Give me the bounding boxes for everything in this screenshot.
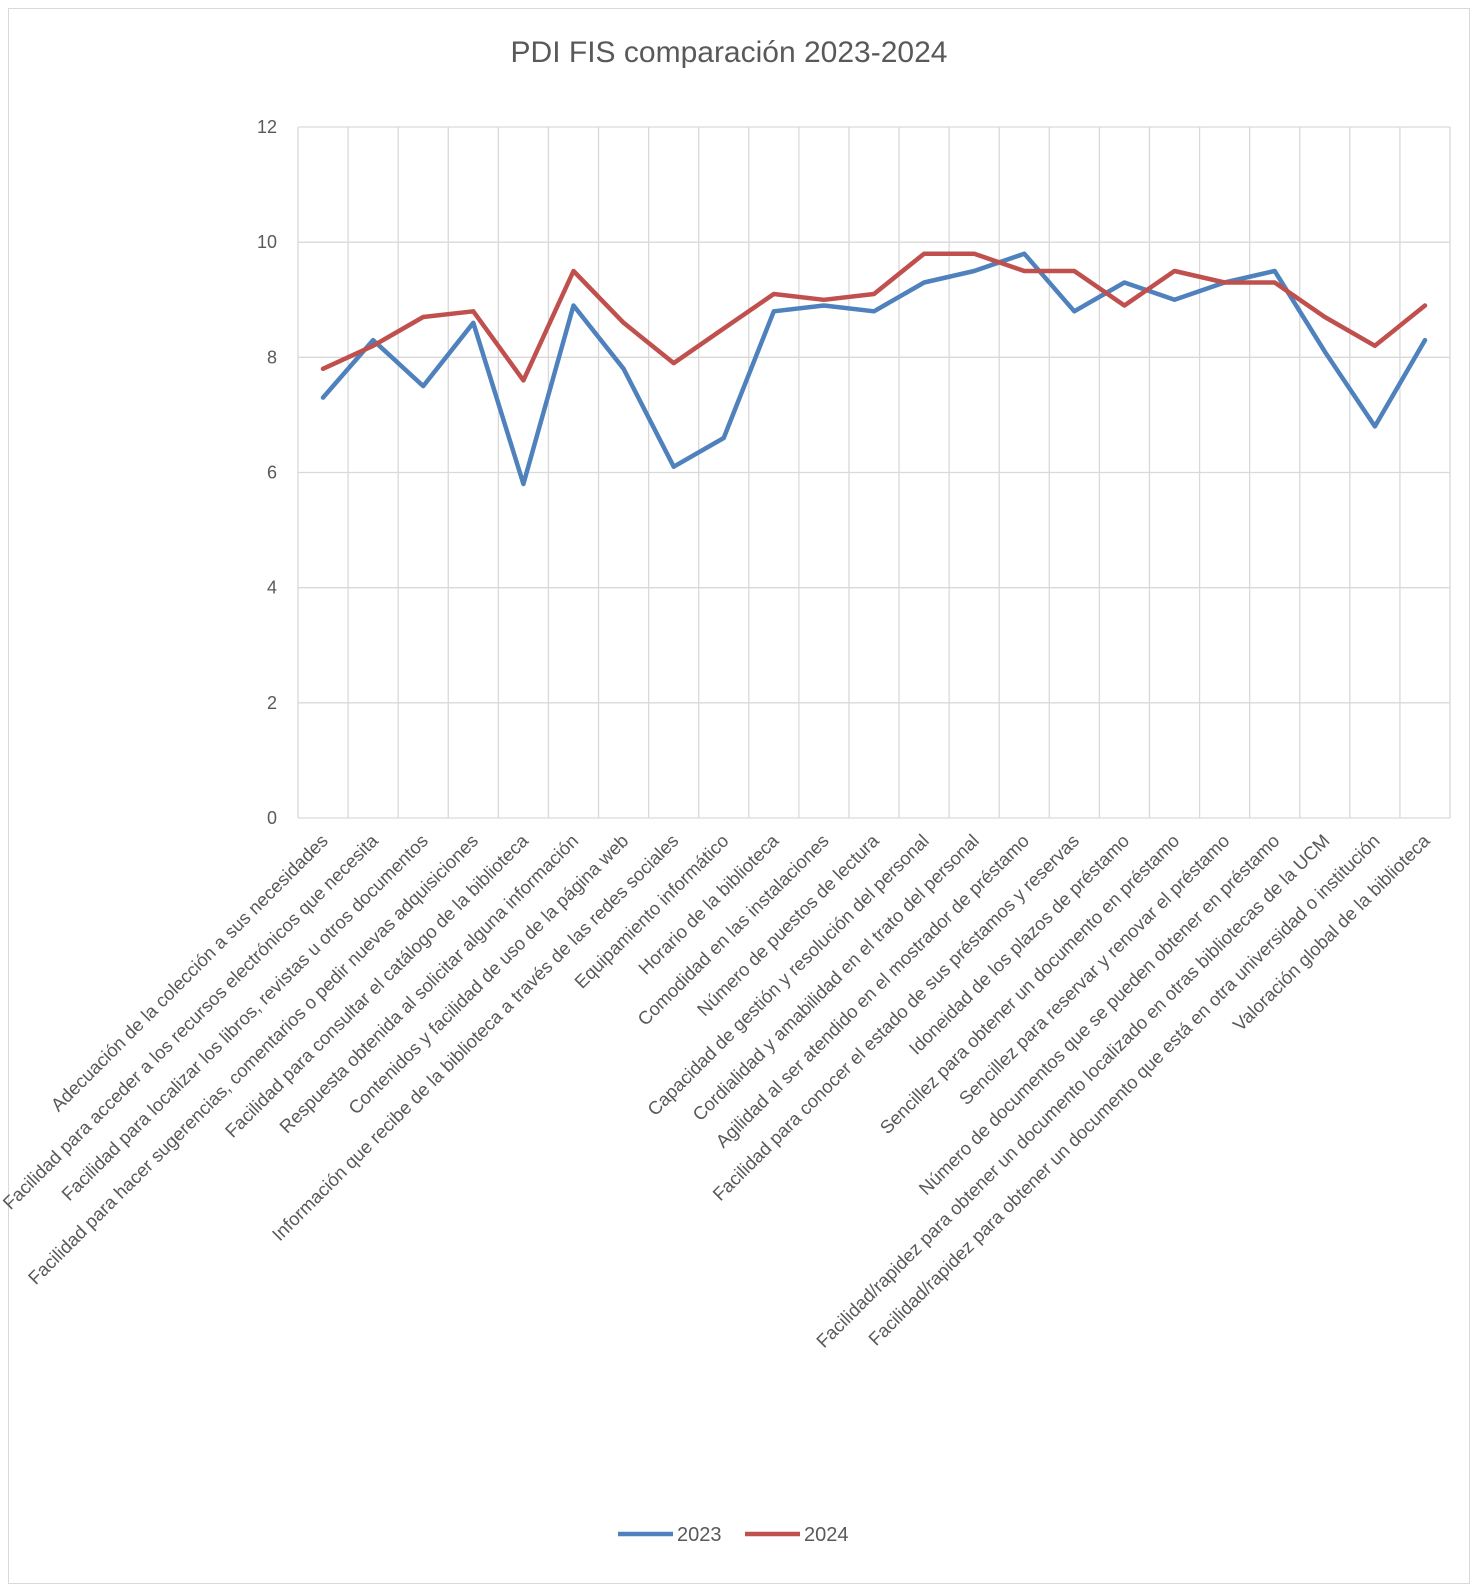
- chart-frame: [8, 8, 1470, 1584]
- chart-title: PDI FIS comparación 2023-2024: [511, 36, 948, 69]
- legend-label-2024: 2024: [804, 1524, 849, 1546]
- x-axis-categories: Adecuación de la colección a sus necesid…: [0, 829, 1434, 1351]
- x-category-label: Número de puestos de lectura: [693, 829, 884, 1020]
- y-tick-label: 2: [267, 693, 277, 713]
- series-line-2024: [320, 251, 1428, 383]
- grid: [297, 126, 1451, 819]
- y-tick-label: 4: [267, 578, 277, 598]
- series-lines: [320, 251, 1428, 487]
- series-line-2023: [320, 251, 1428, 487]
- legend: 2023 2024: [618, 1524, 849, 1546]
- y-tick-label: 6: [267, 463, 277, 483]
- y-tick-label: 10: [257, 232, 277, 252]
- y-tick-label: 8: [267, 347, 277, 367]
- y-tick-label: 12: [257, 117, 277, 137]
- y-axis-ticks: 0 2 4 6 8 10 12: [257, 117, 277, 828]
- legend-label-2023: 2023: [677, 1524, 722, 1546]
- y-tick-label: 0: [267, 808, 277, 828]
